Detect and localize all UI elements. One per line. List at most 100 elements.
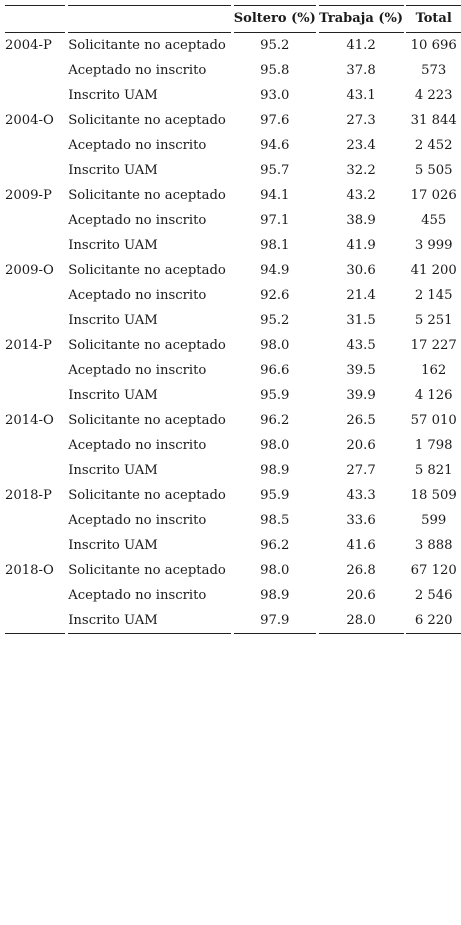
cell-category: Solicitante no aceptado [68, 38, 226, 53]
header-category [68, 5, 231, 33]
table-row: Inscrito UAM 93.0 43.1 4 223 [5, 83, 461, 108]
cell-trabaja: 39.9 [346, 388, 376, 403]
cell-trabaja: 20.6 [346, 588, 376, 603]
cell-trabaja: 41.2 [346, 38, 376, 53]
cell-category: Aceptado no inscrito [68, 288, 207, 303]
cell-soltero: 98.0 [260, 338, 290, 353]
cell-trabaja: 20.6 [346, 438, 376, 453]
header-period [5, 5, 66, 33]
cell-soltero: 95.7 [260, 163, 290, 178]
cell-trabaja: 33.6 [346, 513, 376, 528]
table-row: Aceptado no inscrito 95.8 37.8 573 [5, 58, 461, 83]
cell-period [5, 133, 65, 158]
cell-soltero: 95.2 [260, 313, 290, 328]
cell-period [5, 283, 65, 308]
table-row: Aceptado no inscrito 96.6 39.5 162 [5, 358, 461, 383]
cell-total: 1 798 [414, 438, 453, 453]
cell-period [5, 308, 65, 333]
cell-soltero: 96.6 [260, 363, 290, 378]
table-row: 2004-P Solicitante no aceptado 95.2 41.2 10 … [5, 33, 461, 58]
cell-soltero: 98.9 [260, 588, 290, 603]
cell-period: 2009-O [5, 263, 54, 278]
cell-trabaja: 41.9 [346, 238, 376, 253]
table-row: Aceptado no inscrito 92.6 21.4 2 145 [5, 283, 461, 308]
table-row: 2018-P Solicitante no aceptado 95.9 43.3 18 … [5, 483, 461, 508]
cell-category: Inscrito UAM [68, 388, 158, 403]
header-soltero: Soltero (%) [233, 5, 316, 33]
cell-soltero: 95.2 [260, 38, 290, 53]
cell-soltero: 98.0 [260, 438, 290, 453]
cell-trabaja: 27.7 [346, 463, 376, 478]
cell-trabaja: 28.0 [318, 608, 404, 634]
cell-soltero: 98.0 [260, 563, 290, 578]
cell-period [5, 233, 65, 258]
table-row: 2004-O Solicitante no aceptado 97.6 27.3 31 … [5, 108, 461, 133]
cell-category: Solicitante no aceptado [68, 488, 226, 503]
cell-soltero: 95.9 [260, 388, 290, 403]
table-row: 2014-P Solicitante no aceptado 98.0 43.5 17 … [5, 333, 461, 358]
cell-trabaja: 30.6 [346, 263, 376, 278]
cell-total: 599 [421, 513, 447, 528]
table-row: Aceptado no inscrito 98.5 33.6 599 [5, 508, 461, 533]
cell-total: 2 452 [414, 138, 453, 153]
cell-total: 5 251 [414, 313, 453, 328]
cell-soltero: 97.1 [260, 213, 290, 228]
cell-trabaja: 32.2 [346, 163, 376, 178]
cell-category: Solicitante no aceptado [68, 113, 226, 128]
table-row: Aceptado no inscrito 97.1 38.9 455 [5, 208, 461, 233]
cell-category: Inscrito UAM [68, 538, 158, 553]
table-row: Inscrito UAM 95.2 31.5 5 251 [5, 308, 461, 333]
cell-total: 573 [421, 63, 447, 78]
cell-total: 17 026 [410, 188, 457, 203]
cell-soltero: 94.6 [260, 138, 290, 153]
cell-period [5, 508, 65, 533]
cell-total: 4 223 [414, 88, 453, 103]
table-row: Aceptado no inscrito 94.6 23.4 2 452 [5, 133, 461, 158]
header-total: Total [406, 5, 461, 33]
cell-category: Aceptado no inscrito [68, 63, 207, 78]
cell-trabaja: 43.3 [346, 488, 376, 503]
cell-soltero: 98.5 [260, 513, 290, 528]
header-row: Soltero (%) Trabaja (%) Total [5, 5, 461, 33]
cell-trabaja: 31.5 [346, 313, 376, 328]
cell-total: 57 010 [410, 413, 457, 428]
table-row: 2018-O Solicitante no aceptado 98.0 26.8 67 … [5, 558, 461, 583]
cell-period: 2014-P [5, 338, 52, 353]
cell-trabaja: 43.2 [346, 188, 376, 203]
table-row: Inscrito UAM 96.2 41.6 3 888 [5, 533, 461, 558]
cell-total: 4 126 [414, 388, 453, 403]
cell-category: Solicitante no aceptado [68, 413, 226, 428]
table-row: Inscrito UAM 95.7 32.2 5 505 [5, 158, 461, 183]
cell-trabaja: 23.4 [346, 138, 376, 153]
cell-category: Inscrito UAM [68, 238, 158, 253]
cell-category: Aceptado no inscrito [68, 588, 207, 603]
cell-category: Solicitante no aceptado [68, 188, 226, 203]
cell-period: 2004-P [5, 38, 52, 53]
cell-total: 5 505 [414, 163, 453, 178]
cell-total: 18 509 [410, 488, 457, 503]
cell-total: 5 821 [414, 463, 453, 478]
header-trabaja: Trabaja (%) [318, 5, 404, 33]
cell-period [5, 358, 65, 383]
table-row: 2014-O Solicitante no aceptado 96.2 26.5 57 … [5, 408, 461, 433]
table-row: Inscrito UAM 95.9 39.9 4 126 [5, 383, 461, 408]
cell-trabaja: 26.5 [346, 413, 376, 428]
table-row: Inscrito UAM 98.1 41.9 3 999 [5, 233, 461, 258]
cell-total: 455 [421, 213, 447, 228]
cell-category: Aceptado no inscrito [68, 138, 207, 153]
cell-period [5, 58, 65, 83]
cell-category: Solicitante no aceptado [68, 263, 226, 278]
cell-trabaja: 38.9 [346, 213, 376, 228]
cell-soltero: 94.1 [260, 188, 290, 203]
cell-soltero: 98.9 [260, 463, 290, 478]
cell-soltero: 97.6 [260, 113, 290, 128]
cell-total: 6 220 [406, 608, 461, 634]
cell-category: Aceptado no inscrito [68, 213, 207, 228]
cell-soltero: 95.8 [260, 63, 290, 78]
cell-period: 2018-P [5, 488, 52, 503]
cell-total: 2 145 [414, 288, 453, 303]
cell-total: 31 844 [410, 113, 457, 128]
cell-total: 67 120 [410, 563, 457, 578]
cell-period [5, 433, 65, 458]
cell-category: Inscrito UAM [68, 463, 158, 478]
